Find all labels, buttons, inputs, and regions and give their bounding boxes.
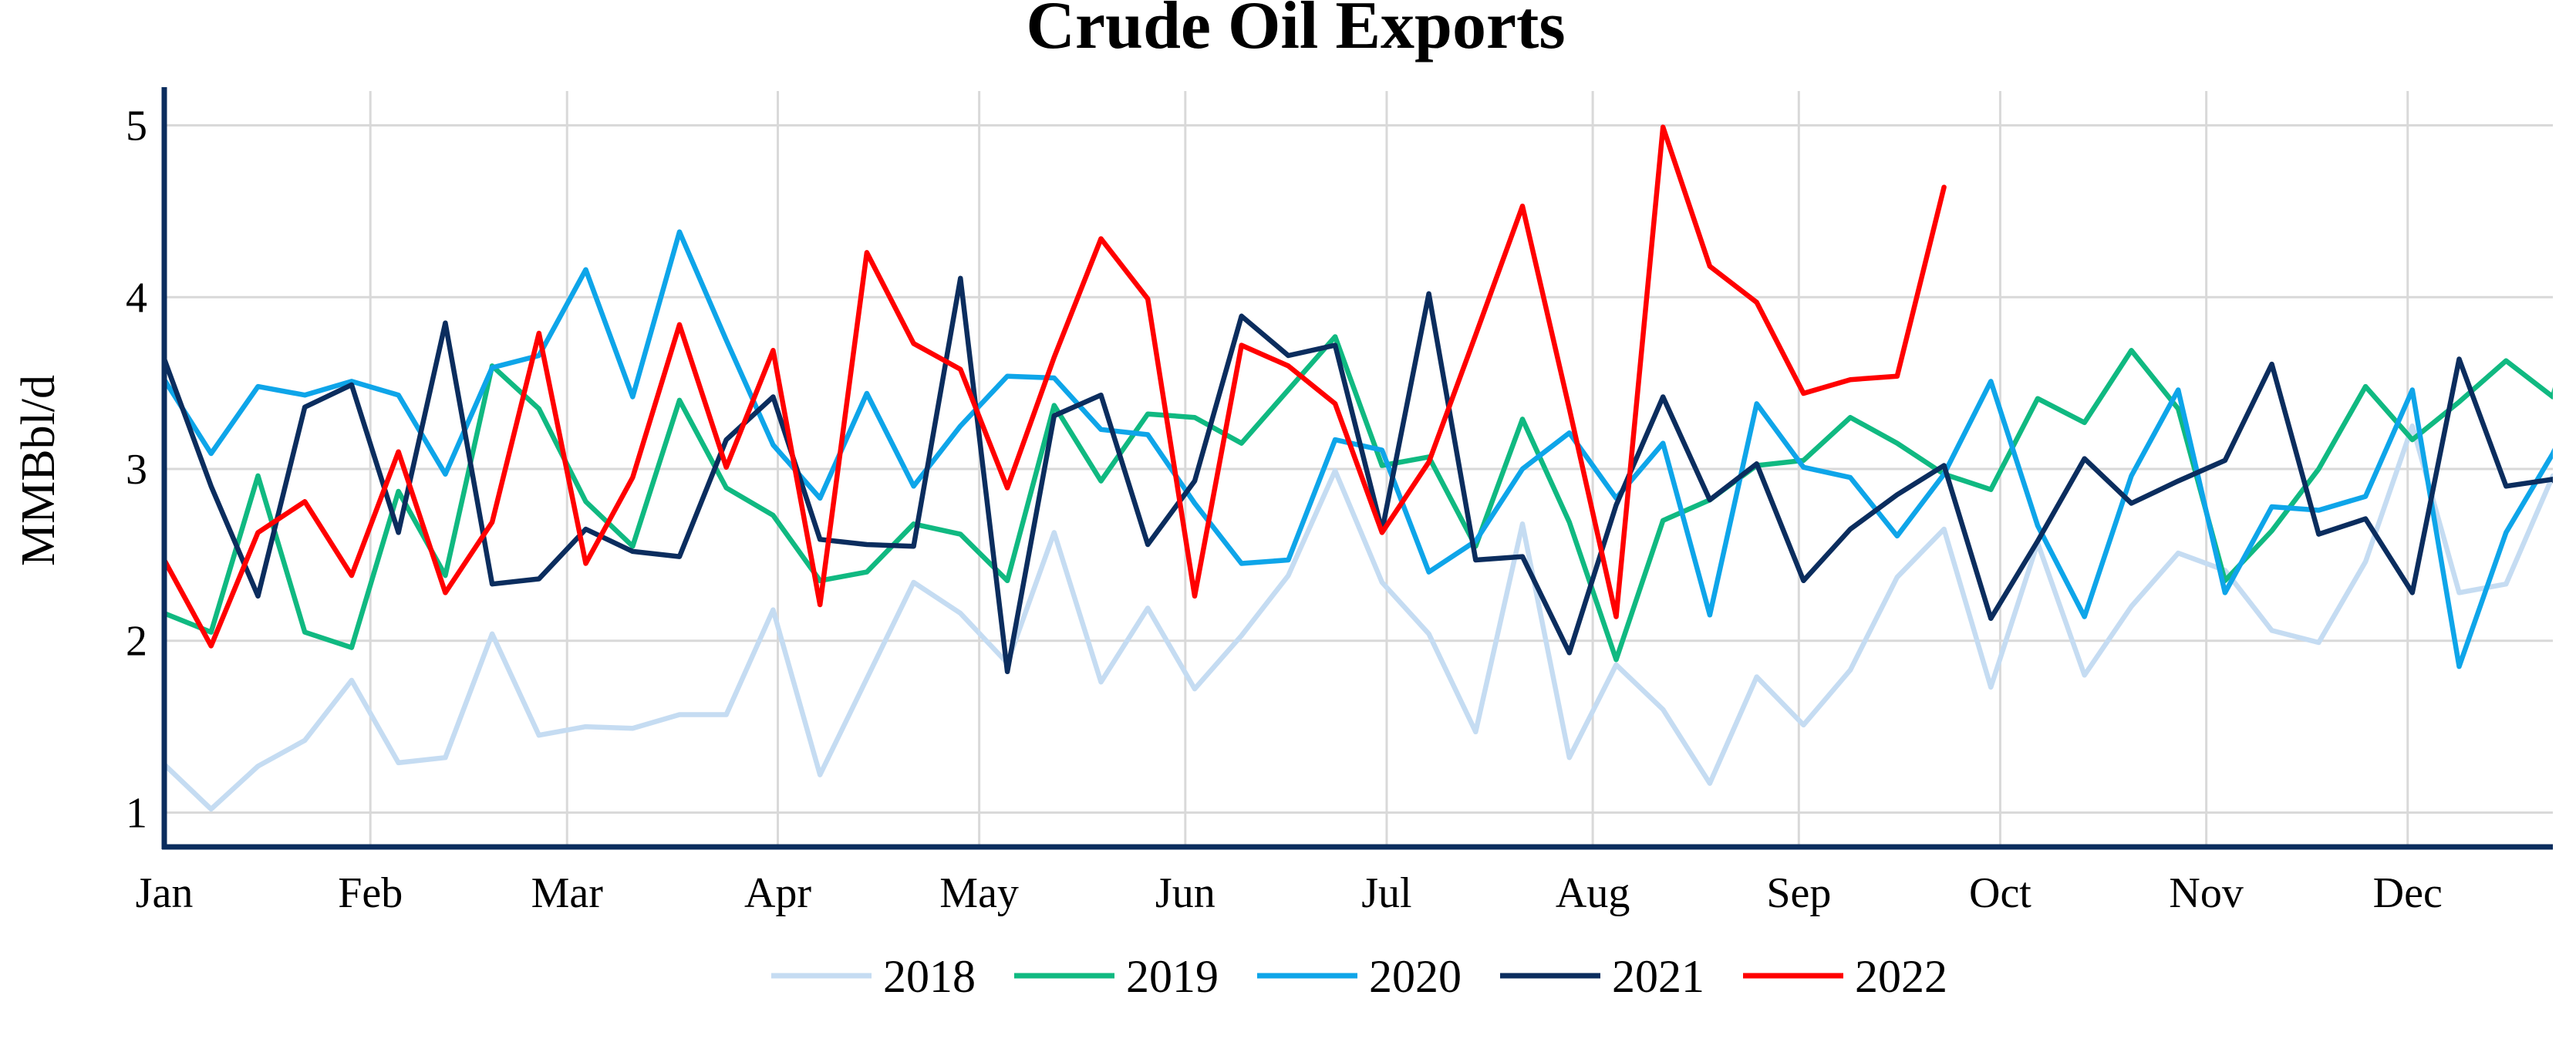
series-line-2018 bbox=[164, 423, 2553, 812]
x-tick-label: Jan bbox=[136, 869, 194, 917]
x-tick-label: Apr bbox=[744, 869, 811, 917]
legend-label-2022: 2022 bbox=[1855, 951, 1947, 1002]
series-lines bbox=[164, 124, 2553, 812]
legend-label-2020: 2020 bbox=[1369, 951, 1462, 1002]
y-axis-label: MMBbl/d bbox=[12, 375, 65, 566]
legend-label-2018: 2018 bbox=[883, 951, 976, 1002]
series-line-2021 bbox=[164, 275, 2553, 675]
y-tick-label: 3 bbox=[126, 446, 147, 494]
legend: 2018 2019 2020 2021 2022 bbox=[771, 951, 1947, 1002]
y-tick-label: 2 bbox=[126, 618, 147, 666]
axes bbox=[161, 87, 2553, 850]
x-tick-label: Sep bbox=[1766, 869, 1831, 917]
x-tick-label: Oct bbox=[1969, 869, 2031, 917]
x-tick-label: Mar bbox=[531, 869, 604, 917]
y-tick-label: 4 bbox=[126, 274, 147, 322]
x-tick-label: Feb bbox=[338, 869, 403, 917]
x-tick-label: Jul bbox=[1361, 869, 1411, 917]
chart-title: Crude Oil Exports bbox=[1026, 0, 1565, 63]
x-tick-label: Aug bbox=[1556, 869, 1630, 917]
series-line-2019 bbox=[164, 334, 2553, 663]
series-line-2022 bbox=[164, 124, 1947, 649]
x-tick-label: Dec bbox=[2373, 869, 2443, 917]
legend-label-2021: 2021 bbox=[1612, 951, 1704, 1002]
y-tick-label: 5 bbox=[126, 103, 147, 150]
legend-label-2019: 2019 bbox=[1126, 951, 1219, 1002]
x-tick-label: May bbox=[939, 869, 1019, 917]
x-tick-label: Nov bbox=[2169, 869, 2243, 917]
x-tick-label: Jun bbox=[1155, 869, 1216, 917]
tick-labels: 1 2 3 4 5 Jan Feb Mar Apr May Jun Jul Aug Sep Oct Nov De… bbox=[126, 103, 2443, 917]
y-tick-label: 1 bbox=[126, 789, 147, 837]
